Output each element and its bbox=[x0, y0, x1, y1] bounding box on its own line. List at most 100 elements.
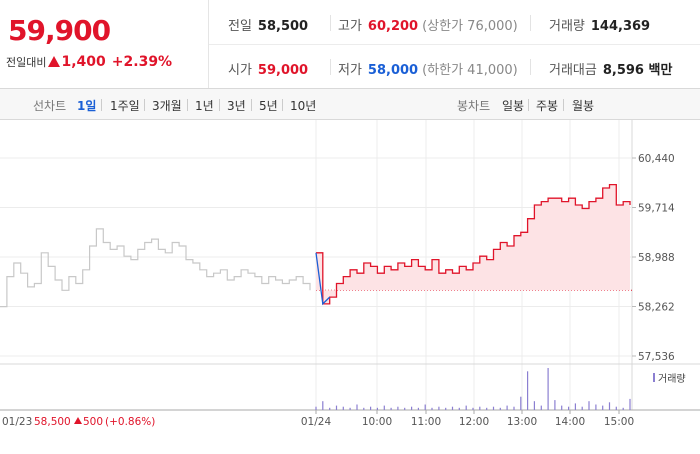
prev-day-close-label: 58,500 bbox=[34, 416, 71, 428]
volume-bar bbox=[568, 406, 570, 410]
volume-bar bbox=[547, 368, 549, 410]
volume-bar bbox=[608, 402, 611, 410]
volume-bar bbox=[370, 406, 372, 410]
volume-bar bbox=[554, 400, 556, 410]
price-area-fill bbox=[316, 184, 630, 304]
today-price-line bbox=[316, 183, 631, 305]
change-amount: 1,400 bbox=[61, 54, 106, 70]
y-tick-label: 58,262 bbox=[638, 302, 675, 314]
volume-bar bbox=[533, 401, 535, 410]
divider bbox=[144, 99, 145, 111]
volume-bar bbox=[397, 406, 399, 410]
volume-bar bbox=[356, 404, 358, 410]
volume-bar bbox=[499, 407, 501, 410]
volume-bar bbox=[492, 406, 495, 410]
prev-day-price-line bbox=[0, 228, 311, 308]
volume-bar bbox=[383, 405, 385, 410]
volume-bar bbox=[322, 401, 324, 410]
divider bbox=[530, 59, 531, 75]
divider bbox=[219, 99, 220, 111]
upper-limit: (상한가 76,000) bbox=[422, 19, 518, 34]
quote-panel: 59,900 전일대비 1,400 +2.39% 전일 58,500 고가 60,200… bbox=[0, 0, 700, 89]
candle-tab-weekly[interactable]: 주봉 bbox=[536, 99, 559, 113]
change-label: 전일대비 bbox=[6, 56, 47, 69]
y-tick-label: 60,440 bbox=[638, 153, 675, 165]
current-price: 59,900 bbox=[8, 14, 111, 47]
high-value: 60,200 bbox=[367, 19, 419, 34]
divider bbox=[101, 99, 102, 111]
volume-legend-label: 거래량 bbox=[658, 373, 686, 385]
y-tick-label: 58,988 bbox=[638, 252, 675, 264]
chart-svg: 60,440 59,714 58,988 58,262 57,536 거래량 01/23 58… bbox=[0, 120, 700, 428]
price-box: 59,900 전일대비 1,400 +2.39% bbox=[0, 0, 209, 88]
volume-legend-swatch bbox=[653, 373, 655, 382]
x-tick-label: 10:00 bbox=[362, 416, 392, 428]
period-tab-10y[interactable]: 10년 bbox=[290, 99, 317, 113]
period-tab-1w[interactable]: 1주일 bbox=[110, 99, 140, 113]
volume-bar bbox=[527, 371, 529, 410]
volume-bar bbox=[465, 405, 467, 410]
volume-bar bbox=[561, 405, 563, 410]
open-label: 시가 bbox=[228, 63, 252, 78]
volume-bar bbox=[431, 407, 433, 410]
prev-close-label: 전일 bbox=[228, 19, 252, 34]
prev-day-change-label: 500 bbox=[83, 416, 103, 428]
volume-bar bbox=[581, 406, 583, 410]
period-tab-3y[interactable]: 3년 bbox=[227, 99, 246, 113]
prev-day-change-pct-label: (+0.86%) bbox=[105, 416, 155, 428]
turnover-value: 8,596 백만 bbox=[602, 63, 673, 78]
divider bbox=[330, 59, 331, 75]
volume-bar bbox=[404, 407, 406, 410]
price-chart[interactable]: 60,440 59,714 58,988 58,262 57,536 거래량 01/23 58… bbox=[0, 120, 700, 450]
volume-bar bbox=[363, 407, 365, 410]
volume-bar bbox=[540, 405, 542, 410]
price-change: 전일대비 1,400 +2.39% bbox=[6, 54, 172, 70]
x-tick-label: 14:00 bbox=[555, 416, 585, 428]
candle-chart-label: 봉차트 bbox=[457, 99, 491, 113]
volume-bar bbox=[451, 406, 454, 410]
volume-bar bbox=[506, 405, 508, 410]
candle-tab-daily[interactable]: 일봉 bbox=[502, 99, 525, 113]
x-tick-label: 01/24 bbox=[301, 416, 332, 428]
period-tab-3m[interactable]: 3개월 bbox=[152, 99, 182, 113]
volume-bar bbox=[445, 407, 447, 410]
divider bbox=[563, 99, 564, 111]
volume-value: 144,369 bbox=[590, 19, 651, 34]
period-tab-5y[interactable]: 5년 bbox=[259, 99, 278, 113]
volume-bar bbox=[479, 406, 481, 410]
period-tab-1d[interactable]: 1일 bbox=[77, 99, 97, 113]
volume-bar bbox=[342, 406, 344, 410]
divider bbox=[330, 15, 331, 31]
volume-bar bbox=[472, 407, 474, 410]
volume-bar bbox=[602, 405, 604, 410]
volume-bar bbox=[588, 401, 590, 410]
volume-bar bbox=[315, 406, 317, 410]
line-chart-label: 선차트 bbox=[33, 99, 67, 113]
chart-toolbar: 선차트 1일 1주일 3개월 1년 3년 5년 10년 봉차트 일봉 주봉 월봉 bbox=[0, 89, 700, 120]
period-tab-1y[interactable]: 1년 bbox=[195, 99, 214, 113]
stat-low: 저가 58,000 (하한가 41,000) bbox=[338, 59, 518, 78]
x-tick-label: 15:00 bbox=[604, 416, 634, 428]
volume-bar bbox=[390, 407, 392, 410]
divider bbox=[530, 15, 531, 31]
below-prev-close-segment bbox=[315, 252, 331, 306]
volume-label: 거래량 bbox=[549, 19, 585, 34]
volume-bar bbox=[376, 407, 378, 410]
divider bbox=[209, 44, 700, 45]
y-tick-label: 59,714 bbox=[638, 203, 675, 215]
y-tick-label: 57,536 bbox=[638, 351, 675, 363]
volume-bar bbox=[417, 407, 419, 410]
low-label: 저가 bbox=[338, 63, 362, 78]
volume-bar bbox=[335, 405, 338, 410]
stat-open: 시가 59,000 bbox=[228, 59, 308, 78]
turnover-label: 거래대금 bbox=[549, 63, 597, 78]
volume-bar bbox=[424, 404, 426, 410]
volume-bar bbox=[513, 406, 515, 410]
volume-bar bbox=[411, 406, 413, 410]
stat-volume: 거래량 144,369 bbox=[549, 15, 650, 34]
stat-high: 고가 60,200 (상한가 76,000) bbox=[338, 15, 518, 34]
candle-tab-monthly[interactable]: 월봉 bbox=[572, 99, 595, 113]
x-tick-label: 12:00 bbox=[459, 416, 489, 428]
x-tick-label: 13:00 bbox=[507, 416, 537, 428]
stat-turnover: 거래대금 8,596 백만 bbox=[549, 59, 672, 78]
